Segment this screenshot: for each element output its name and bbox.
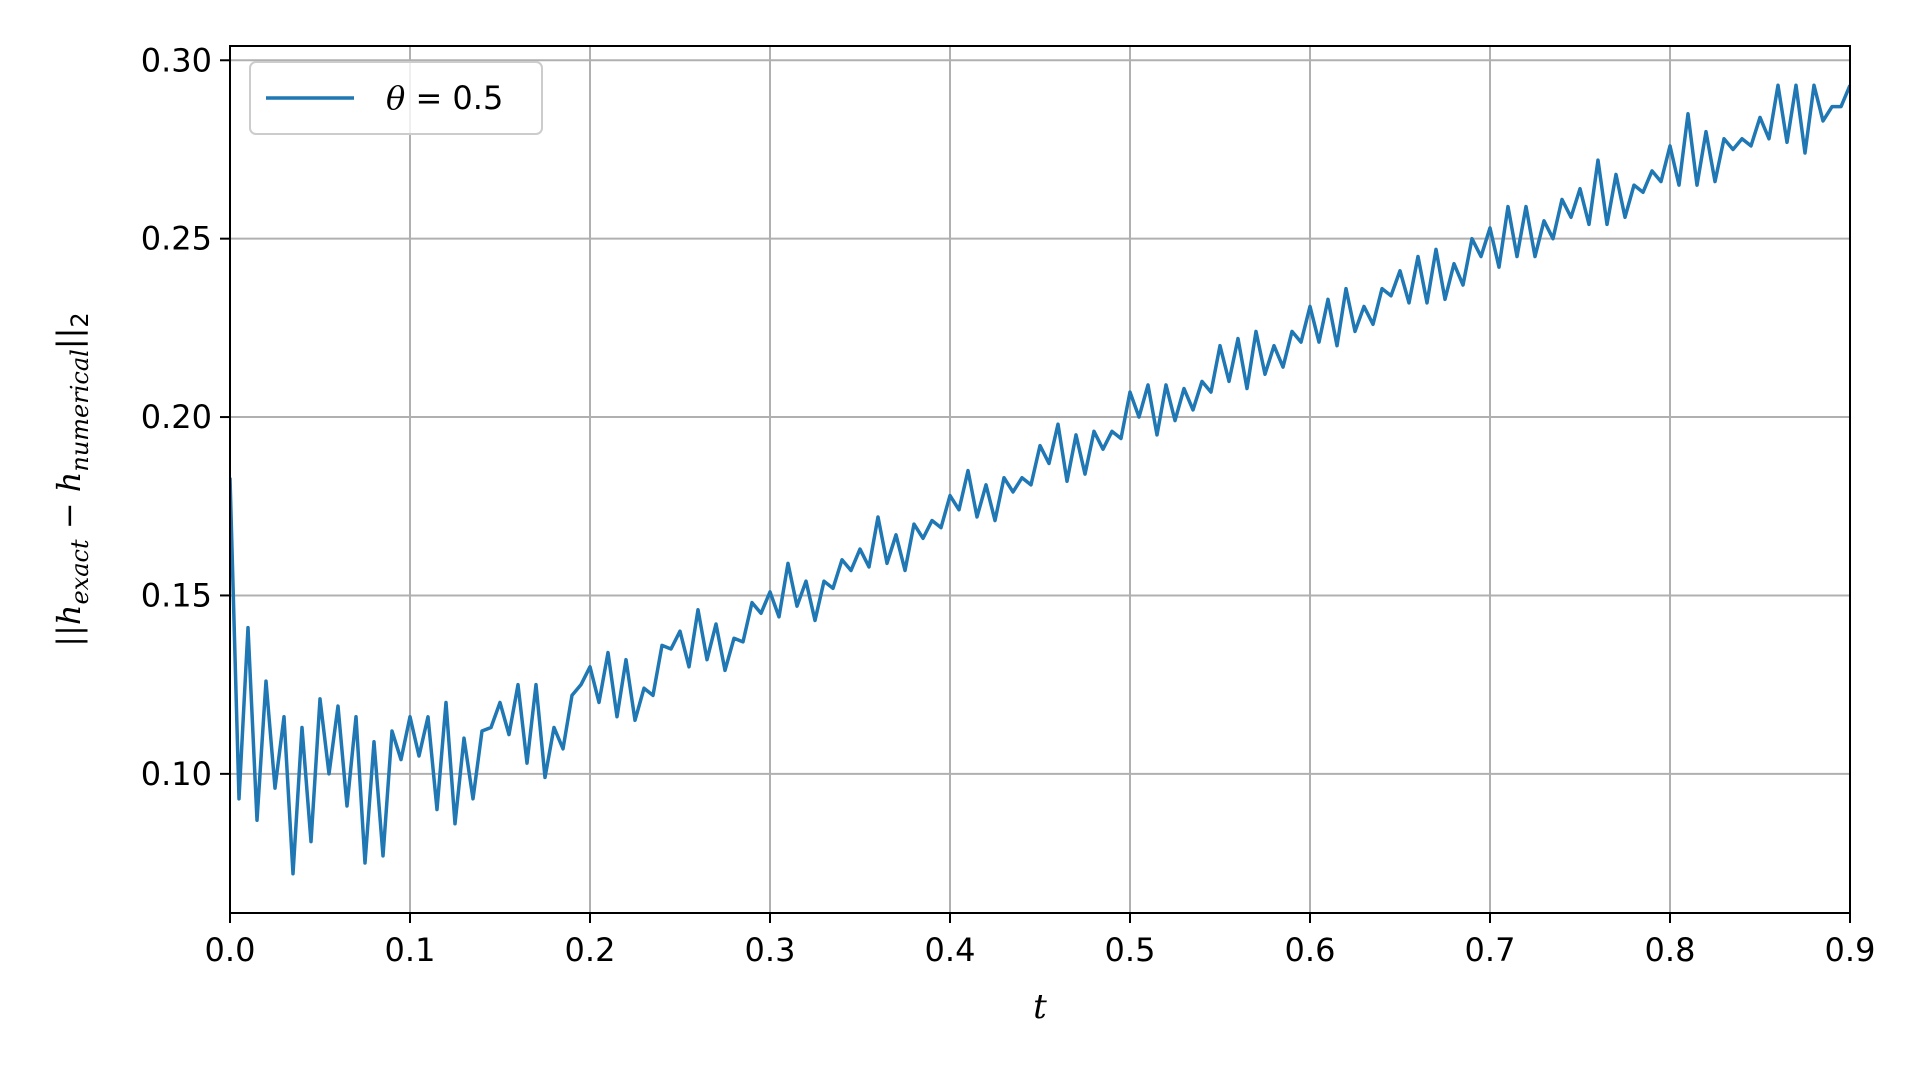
y-label-sub-exact: exact — [66, 539, 94, 604]
legend-theta-value: = 0.5 — [405, 79, 503, 117]
y-label-mid: − h — [50, 472, 88, 540]
x-tick-label: 0.1 — [385, 931, 436, 969]
x-tick-label: 0.4 — [925, 931, 976, 969]
y-tick-label: 0.25 — [141, 220, 212, 258]
x-tick-label: 0.9 — [1825, 931, 1876, 969]
y-label-sub-2: 2 — [66, 312, 94, 327]
x-axis-ticks: 0.0 0.1 0.2 0.3 0.4 0.5 0.6 0.7 0.8 0.9 — [205, 913, 1876, 969]
y-tick-label: 0.10 — [141, 755, 212, 793]
y-tick-label: 0.15 — [141, 576, 212, 614]
series-layer — [230, 83, 1850, 876]
x-tick-label: 0.2 — [565, 931, 616, 969]
legend: θ = 0.5 — [249, 61, 543, 135]
legend-box — [249, 61, 543, 135]
legend-entry-label: θ = 0.5 — [386, 79, 503, 117]
x-tick-label: 0.7 — [1465, 931, 1516, 969]
y-label-suffix: || — [50, 328, 88, 350]
y-tick-label: 0.20 — [141, 398, 212, 436]
x-tick-label: 0.6 — [1285, 931, 1336, 969]
x-tick-label: 0.8 — [1645, 931, 1696, 969]
axes-frame — [229, 45, 1851, 914]
x-axis-label: t — [1033, 987, 1047, 1027]
y-axis-ticks: 0.10 0.15 0.20 0.25 0.30 — [141, 41, 230, 793]
plot-area: 0.0 0.1 0.2 0.3 0.4 0.5 0.6 0.7 0.8 0.9 0.100.150… — [141, 41, 1876, 969]
x-tick-label: 0.3 — [745, 931, 796, 969]
x-tick-label: 0.0 — [205, 931, 256, 969]
legend-theta-symbol: θ — [386, 79, 405, 117]
y-axis-label: ||hexact − hnumerical||2 — [50, 312, 94, 646]
series-line — [230, 83, 1850, 876]
y-label-prefix: ||h — [50, 605, 88, 647]
x-tick-label: 0.5 — [1105, 931, 1156, 969]
y-label-sub-numerical: numerical — [66, 349, 94, 471]
y-tick-label: 0.30 — [141, 41, 212, 79]
grid — [229, 46, 1851, 913]
